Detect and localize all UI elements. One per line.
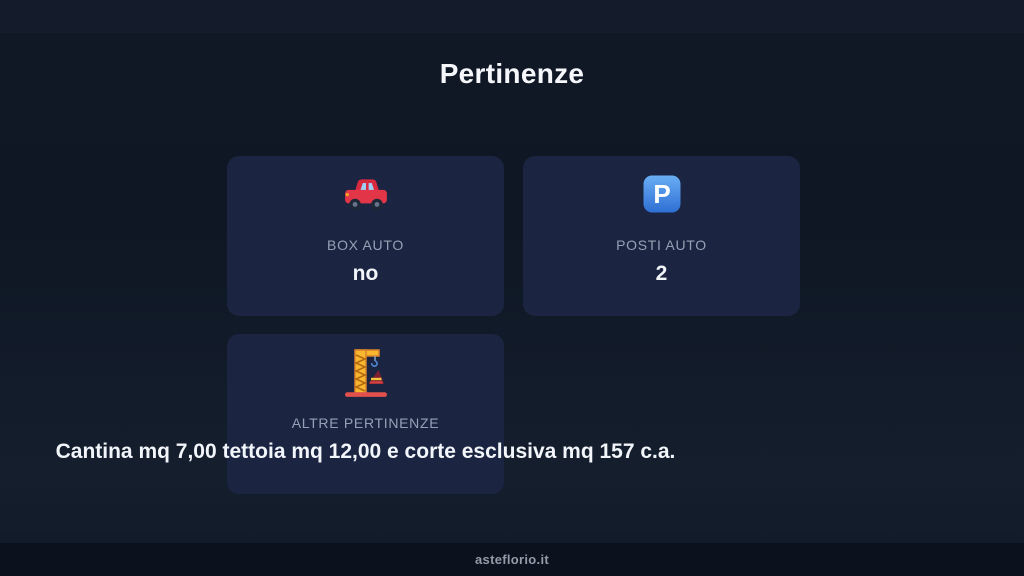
top-strip — [0, 0, 1024, 33]
pertinenze-grid: BOX AUTO no P POSTI AUTO 2 — [56, 156, 800, 494]
card-value: 2 — [655, 262, 668, 285]
card-value: no — [352, 262, 379, 285]
card-altre-pertinenze: ALTRE PERTINENZE Cantina mq 7,00 tettoia… — [56, 334, 675, 494]
card-value: Cantina mq 7,00 tettoia mq 12,00 e corte… — [55, 440, 676, 463]
card-posti-auto: P POSTI AUTO 2 — [523, 156, 800, 316]
car-icon — [343, 167, 389, 221]
watermark: asteflorio.it — [475, 552, 549, 567]
svg-text:P: P — [653, 179, 670, 209]
card-label: BOX AUTO — [327, 237, 404, 253]
card-label: ALTRE PERTINENZE — [291, 415, 440, 431]
footer-bar: asteflorio.it — [0, 543, 1024, 576]
page-title: Pertinenze — [439, 58, 585, 89]
card-label: POSTI AUTO — [616, 237, 707, 253]
crane-icon — [340, 345, 392, 399]
card-box-auto: BOX AUTO no — [227, 156, 504, 316]
parking-icon: P — [643, 167, 681, 221]
